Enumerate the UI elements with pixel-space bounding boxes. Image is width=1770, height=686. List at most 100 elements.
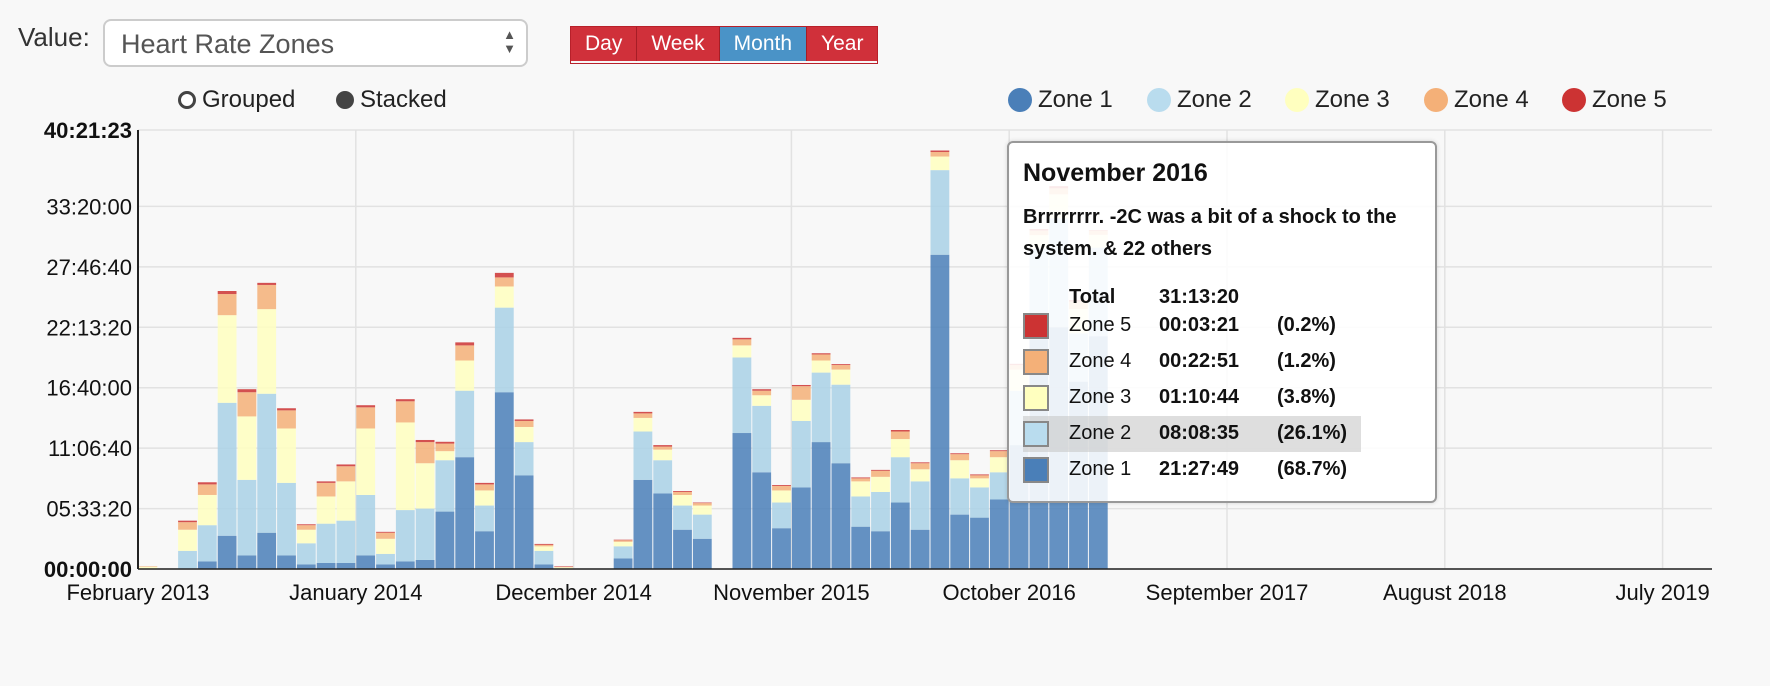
bar-segment-zone-4: [950, 454, 970, 461]
bar-segment-zone-5: [791, 384, 811, 387]
bar-segment-zone-5: [197, 482, 217, 485]
bar-segment-zone-3: [178, 529, 197, 551]
bar-segment-zone-2: [633, 431, 653, 480]
value-label: Value:: [18, 22, 90, 52]
bar-segment-zone-1: [989, 499, 1009, 569]
bar-segment-zone-2: [395, 510, 415, 562]
tooltip-row-zone-4: Zone 4 00:22:51 (1.2%): [1009, 344, 1361, 380]
bar-segment-zone-5: [970, 474, 989, 476]
bar-segment-zone-5: [494, 272, 514, 278]
legend-zone-2[interactable]: Zone 2: [1147, 86, 1252, 114]
legend-label: Zone 3: [1315, 86, 1390, 113]
legend-swatch-icon: [1285, 88, 1309, 112]
bar-segment-zone-1: [197, 561, 217, 569]
bar-segment-zone-4: [237, 392, 257, 417]
tooltip-zone-pct: (0.2%): [1277, 314, 1336, 336]
bar-segment-zone-4: [673, 491, 692, 495]
bar-segment-zone-3: [613, 541, 633, 547]
bar-segment-zone-4: [910, 463, 930, 470]
bar-segment-zone-3: [217, 315, 237, 403]
bar-segment-zone-2: [178, 550, 197, 569]
bar-segment-zone-5: [930, 150, 950, 153]
period-button-year[interactable]: Year: [807, 27, 878, 61]
bar-segment-zone-1: [455, 457, 475, 569]
bar-segment-zone-4: [851, 478, 871, 482]
bar-segment-zone-4: [277, 410, 296, 429]
bar-segment-zone-1: [217, 535, 237, 569]
bar-segment-zone-3: [989, 457, 1009, 473]
bar-segment-zone-2: [455, 390, 475, 458]
legend-swatch-icon: [1008, 88, 1032, 112]
tooltip-total-value: 31:13:20: [1159, 286, 1240, 308]
zone-3-swatch: [1023, 385, 1049, 411]
legend-zone-1[interactable]: Zone 1: [1008, 86, 1113, 114]
tooltip-zone-pct: (3.8%): [1277, 386, 1336, 408]
bar-segment-zone-4: [989, 451, 1009, 458]
legend-zone-4[interactable]: Zone 4: [1424, 86, 1529, 114]
zone-2-swatch: [1023, 421, 1049, 447]
tooltip-subtitle: Brrrrrrrr. -2C was a bit of a shock to t…: [1023, 206, 1397, 260]
y-tick-label: 22:13:20: [46, 315, 132, 340]
y-tick-label: 27:46:40: [46, 255, 132, 280]
bar-segment-zone-4: [752, 390, 772, 396]
legend-label: Zone 5: [1592, 86, 1667, 113]
bar-segment-zone-2: [930, 170, 950, 255]
grouped-radio[interactable]: Grouped: [178, 86, 295, 114]
tooltip-total-row: Total 31:13:20: [1009, 280, 1361, 316]
value-select-text: Heart Rate Zones: [121, 29, 335, 59]
tooltip-zone-name: Zone 5: [1069, 314, 1132, 336]
legend-zone-5[interactable]: Zone 5: [1562, 86, 1667, 114]
period-button-week[interactable]: Week: [637, 27, 720, 61]
bar-segment-zone-1: [435, 511, 455, 569]
bar-segment-zone-2: [514, 442, 534, 476]
bar-segment-zone-1: [970, 517, 989, 569]
bar-segment-zone-1: [475, 531, 494, 569]
legend-zone-3[interactable]: Zone 3: [1285, 86, 1390, 114]
tooltip-row-zone-1: Zone 1 21:27:49 (68.7%): [1009, 452, 1361, 488]
bar-segment-zone-3: [692, 505, 712, 515]
period-button-month[interactable]: Month: [719, 27, 808, 61]
bar-segment-zone-5: [237, 389, 257, 393]
bar-segment-zone-5: [613, 539, 633, 541]
bar-segment-zone-3: [376, 538, 395, 554]
radio-empty-icon: [178, 91, 196, 109]
bar-segment-zone-4: [613, 540, 633, 542]
bar-segment-zone-5: [811, 353, 831, 355]
stacked-radio[interactable]: Stacked: [336, 86, 447, 114]
bar-segment-zone-3: [138, 566, 158, 569]
grouped-radio-label: Grouped: [202, 86, 296, 113]
bar-segment-zone-2: [791, 420, 811, 488]
bar-segment-zone-2: [217, 402, 237, 536]
bar-segment-zone-4: [257, 284, 277, 310]
bar-segment-zone-2: [613, 546, 633, 559]
bar-segment-zone-1: [851, 526, 871, 569]
tooltip-zone-time: 00:22:51: [1159, 350, 1240, 372]
x-tick-label: October 2016: [943, 580, 1076, 605]
bar-segment-zone-5: [257, 282, 277, 285]
value-select[interactable]: Heart Rate Zones ▲ ▼: [103, 19, 528, 67]
zone-1-swatch: [1023, 457, 1049, 483]
legend-swatch-icon: [1424, 88, 1448, 112]
period-button-day[interactable]: Day: [571, 27, 638, 61]
bar-segment-zone-3: [534, 546, 554, 551]
bar-segment-zone-3: [277, 428, 296, 483]
bar-segment-zone-3: [257, 309, 277, 394]
bar-segment-zone-3: [475, 490, 494, 506]
bar-segment-zone-2: [237, 479, 257, 556]
bar-segment-zone-2: [296, 543, 316, 565]
bar-segment-zone-2: [534, 550, 554, 565]
bar-segment-zone-1: [336, 562, 356, 569]
tooltip-row-zone-3: Zone 3 01:10:44 (3.8%): [1009, 380, 1361, 416]
bar-segment-zone-5: [989, 450, 1009, 452]
bar-segment-zone-3: [494, 286, 514, 308]
bar-segment-zone-5: [178, 520, 197, 523]
tooltip-zone-pct: (1.2%): [1277, 350, 1336, 372]
bar-segment-zone-5: [950, 453, 970, 455]
bar-segment-zone-4: [772, 485, 791, 491]
bar-segment-zone-4: [197, 484, 217, 495]
tooltip-zone-time: 21:27:49: [1159, 458, 1240, 480]
bar-segment-zone-3: [554, 567, 574, 569]
legend-label: Zone 2: [1177, 86, 1252, 113]
bar-segment-zone-4: [831, 365, 851, 370]
bar-segment-zone-4: [356, 407, 376, 429]
